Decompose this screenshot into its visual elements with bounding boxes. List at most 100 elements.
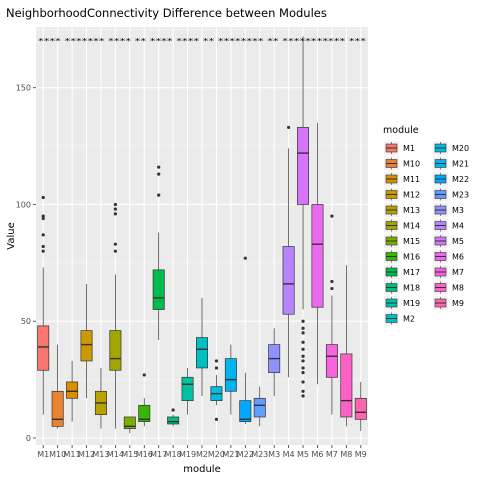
outlier-point (301, 394, 305, 398)
legend-label: M10 (403, 160, 420, 169)
box-body (340, 353, 353, 418)
box-M22 (239, 256, 252, 424)
outlier-point (301, 319, 305, 323)
box-M3 (268, 328, 281, 396)
box-M15 (123, 416, 136, 434)
legend-item-M7: M7 (433, 265, 464, 279)
box-body (181, 376, 194, 401)
box-body (253, 397, 266, 418)
outlier-point (41, 233, 45, 237)
box-M1 (37, 195, 50, 415)
box-M14 (109, 202, 122, 429)
legend-item-M1: M1 (384, 141, 415, 155)
box-M9 (354, 381, 367, 431)
box-body (282, 246, 295, 315)
outlier-point (301, 331, 305, 335)
box-M8 (340, 265, 353, 427)
outlier-point (214, 417, 219, 421)
legend-item-M20: M20 (433, 141, 469, 155)
x-tick-label: M11 (64, 450, 81, 459)
legend-label: M23 (452, 191, 469, 200)
legend-item-M15: M15 (384, 234, 420, 248)
x-tick-label: M1 (37, 450, 49, 459)
outlier-point (41, 195, 45, 200)
significance-stars: **** ******* **** ** **** **** ** ******… (38, 37, 367, 45)
legend-label: M20 (452, 144, 469, 153)
box-body (123, 416, 136, 430)
x-tick-label: M15 (121, 450, 138, 459)
x-tick-label: M9 (355, 450, 367, 459)
legend-item-M10: M10 (384, 156, 420, 171)
box-M21 (224, 344, 237, 415)
box-body (325, 344, 338, 378)
outlier-point (330, 279, 334, 284)
x-tick-label: M8 (340, 450, 352, 459)
box-M23 (253, 386, 266, 427)
outlier-point (287, 125, 291, 130)
legend-label: M21 (452, 160, 469, 169)
legend-item-M13: M13 (384, 203, 420, 217)
outlier-point (41, 214, 45, 218)
box-M17 (152, 165, 165, 340)
legend-item-M11: M11 (384, 172, 420, 186)
legend-label: M9 (452, 299, 464, 308)
outlier-point (301, 347, 305, 351)
outlier-point (214, 359, 219, 363)
box-M2 (196, 297, 208, 396)
legend-item-M3: M3 (433, 203, 464, 217)
legend-item-M2: M2 (384, 311, 415, 326)
x-axis-label: module (183, 464, 220, 475)
legend-label: M22 (452, 175, 469, 184)
box-body (109, 330, 122, 371)
box-body (152, 269, 165, 310)
box-M10 (51, 344, 64, 429)
outlier-point (243, 256, 247, 260)
legend-label: M18 (403, 284, 420, 293)
x-tick-label: M19 (179, 450, 196, 459)
outlier-point (301, 389, 305, 393)
box-M18 (167, 408, 180, 427)
x-tick-label: M21 (222, 450, 239, 459)
x-tick-label: M12 (78, 450, 95, 459)
box-M6 (311, 122, 324, 385)
x-tick-label: M23 (251, 450, 268, 459)
x-tick-label: M20 (208, 450, 225, 459)
outlier-point (142, 373, 146, 377)
legend-label: M7 (452, 268, 464, 277)
outlier-point (330, 214, 334, 218)
box-M16 (138, 373, 151, 427)
legend-item-M14: M14 (384, 218, 420, 233)
outlier-point (301, 359, 305, 363)
box-body (51, 390, 64, 427)
legend-item-M8: M8 (433, 280, 464, 295)
outlier-point (330, 286, 334, 291)
x-tick-label: M10 (49, 450, 66, 459)
box-M13 (94, 367, 107, 429)
outlier-point (41, 216, 45, 221)
legend-label: M1 (403, 144, 415, 153)
x-tick-label: M4 (283, 450, 295, 459)
x-tick-label: M13 (92, 450, 109, 459)
outlier-point (171, 408, 175, 412)
box-M7 (325, 214, 338, 415)
legend-item-M5: M5 (433, 234, 464, 248)
legend-item-M6: M6 (433, 249, 464, 264)
legend-item-M12: M12 (384, 187, 420, 202)
x-tick-label: M7 (326, 450, 338, 459)
boxes (37, 36, 367, 434)
box-body (66, 381, 79, 399)
legend-item-M23: M23 (433, 187, 469, 202)
legend-label: M4 (452, 222, 464, 231)
x-tick-label: M22 (237, 450, 254, 459)
legend-label: M12 (403, 191, 420, 200)
outlier-point (113, 249, 117, 253)
x-tick-label: M6 (311, 450, 323, 459)
x-tick-label: M18 (165, 450, 182, 459)
legend-item-M18: M18 (384, 280, 420, 295)
legend-item-M9: M9 (433, 296, 464, 310)
box-body (196, 337, 208, 369)
legend-item-M19: M19 (384, 296, 420, 310)
legend-label: M11 (403, 175, 420, 184)
legend-title: module (383, 125, 419, 136)
